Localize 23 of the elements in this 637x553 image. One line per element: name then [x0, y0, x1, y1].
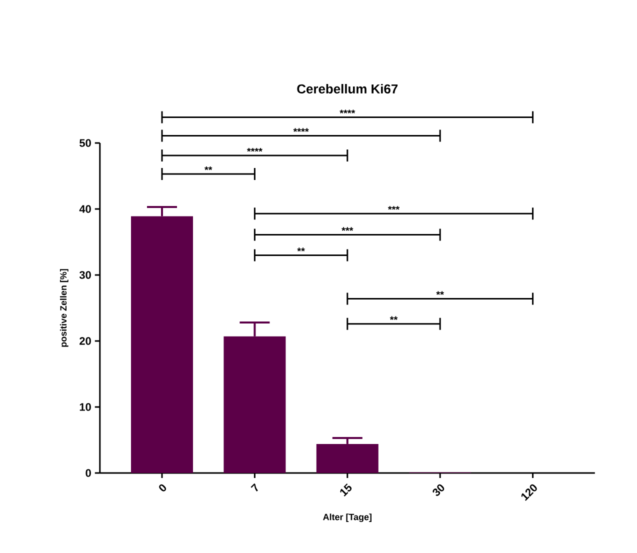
- x-tick-label: 0: [159, 484, 166, 492]
- annotation: **: [297, 248, 305, 252]
- y-tick-label: 20: [80, 337, 91, 345]
- annotation: **: [436, 291, 444, 295]
- y-tick-label: 40: [79, 205, 91, 213]
- y-tick-label: 50: [80, 139, 91, 147]
- y-tick-label: 30: [79, 271, 91, 279]
- text: ****: [293, 128, 309, 132]
- annotation: **: [390, 316, 398, 320]
- x-tick-label: 7: [250, 483, 258, 492]
- x-tick-label: 30: [432, 484, 444, 496]
- annotation: ***: [388, 206, 400, 210]
- y-tick-label: 0: [86, 469, 91, 477]
- text: ****: [340, 110, 356, 114]
- x-tick-label: 15: [340, 484, 352, 496]
- x-axis-title: Alter [Tage]: [323, 514, 372, 522]
- annotation: ***: [342, 227, 354, 231]
- annotation: **: [204, 166, 212, 170]
- annotation: ****: [246, 148, 262, 152]
- x-tick-label: 120: [521, 484, 537, 501]
- y-axis-title: positive Zellen [%]: [60, 269, 68, 347]
- chart-title: Cerebellum Ki67: [297, 84, 398, 94]
- y-tick-label: 10: [80, 403, 91, 411]
